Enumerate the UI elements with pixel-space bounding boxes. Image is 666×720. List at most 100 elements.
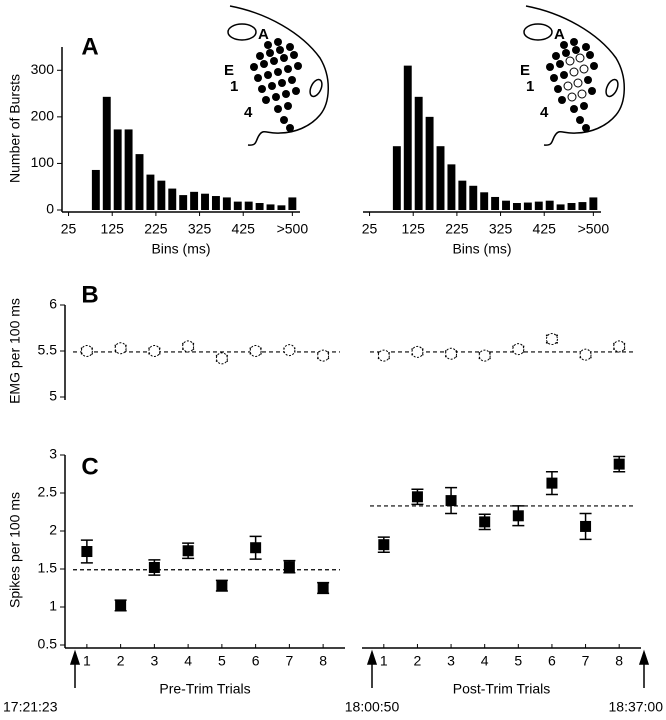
- panel-label: C: [81, 453, 98, 480]
- dot: [266, 49, 274, 57]
- dot: [562, 49, 570, 57]
- bar: [425, 116, 434, 210]
- point: [317, 349, 330, 362]
- y-tick-label: 2.5: [38, 484, 58, 500]
- open-dot: [565, 56, 575, 66]
- arrow: [638, 649, 650, 688]
- bar: [480, 192, 489, 210]
- point: [216, 580, 228, 592]
- dot: [284, 65, 292, 73]
- bar: [102, 96, 111, 210]
- bar: [146, 174, 155, 210]
- x-tick-label: 325: [489, 221, 513, 237]
- x-tick-label: 7: [582, 653, 590, 669]
- open-dot: [569, 67, 579, 77]
- point: [148, 561, 160, 573]
- x-tick-label: 325: [188, 221, 212, 237]
- x-tick-label: 425: [533, 221, 557, 237]
- bar: [436, 146, 445, 210]
- open-dot: [563, 81, 573, 91]
- dot: [286, 43, 294, 51]
- point: [283, 561, 295, 573]
- dot: [546, 63, 554, 71]
- bar: [589, 197, 598, 210]
- bar: [523, 202, 532, 210]
- point: [546, 477, 558, 489]
- open-dot: [567, 92, 577, 102]
- dot: [570, 38, 578, 46]
- bar: [512, 203, 521, 210]
- point: [478, 349, 491, 362]
- dot: [280, 54, 288, 62]
- y-tick-label: 100: [31, 154, 55, 170]
- open-dot: [573, 78, 583, 88]
- bar: [190, 191, 199, 210]
- dot: [550, 74, 558, 82]
- bar: [135, 154, 144, 210]
- dot: [272, 93, 280, 101]
- x-tick-label: 1: [83, 653, 91, 669]
- bar: [545, 200, 554, 210]
- point: [545, 333, 558, 346]
- bar: [556, 204, 565, 210]
- dot: [254, 74, 262, 82]
- inset-label: A: [554, 26, 565, 43]
- dot: [572, 46, 580, 54]
- inset-label: 1: [230, 78, 238, 95]
- inset-diagram: A E 1 4: [224, 5, 329, 146]
- dot: [580, 102, 588, 110]
- x-tick-label: 125: [101, 221, 125, 237]
- y-tick-label: 5.5: [38, 342, 58, 358]
- x-tick-label: 5: [514, 653, 522, 669]
- inset-label: A: [258, 26, 269, 43]
- bar: [222, 197, 231, 210]
- x-tick-label: 125: [402, 221, 426, 237]
- point: [377, 349, 390, 362]
- bar: [124, 129, 133, 210]
- x-axis-label: Post-Trim Trials: [453, 681, 550, 697]
- y-tick-label: 300: [31, 61, 55, 77]
- dot: [288, 76, 296, 84]
- dot: [280, 116, 288, 124]
- dot: [282, 90, 290, 98]
- bar: [201, 193, 209, 210]
- inset-label: 1: [526, 78, 534, 95]
- inset-label: 4: [540, 104, 549, 121]
- point: [182, 340, 195, 353]
- point: [479, 516, 491, 528]
- oval: [309, 78, 323, 98]
- dot: [560, 71, 568, 79]
- bar: [266, 204, 275, 210]
- dot: [264, 71, 272, 79]
- x-tick-label: 25: [362, 221, 378, 237]
- y-tick-label: 3: [49, 446, 57, 462]
- x-tick-label: 8: [615, 653, 623, 669]
- x-tick-label: >500: [277, 221, 309, 237]
- x-tick-label: 225: [445, 221, 469, 237]
- oval: [523, 23, 553, 41]
- point: [250, 542, 262, 554]
- dot: [250, 63, 258, 71]
- bar: [179, 195, 188, 210]
- point: [613, 340, 626, 353]
- dot: [552, 52, 560, 60]
- dot: [274, 105, 282, 113]
- x-tick-label: 3: [150, 653, 158, 669]
- dot: [274, 68, 282, 76]
- point: [378, 539, 390, 551]
- y-axis-label: Number of Bursts: [7, 74, 23, 183]
- point: [613, 458, 625, 470]
- dot: [270, 57, 278, 65]
- dot: [582, 43, 590, 51]
- dot: [268, 82, 276, 90]
- y-tick-label: 1: [49, 598, 57, 614]
- point: [182, 545, 194, 557]
- x-tick-label: 4: [481, 653, 489, 669]
- point: [580, 520, 592, 532]
- bar: [491, 196, 500, 210]
- dot: [258, 85, 266, 93]
- bar: [211, 196, 220, 210]
- point: [411, 491, 423, 503]
- bar: [403, 65, 412, 210]
